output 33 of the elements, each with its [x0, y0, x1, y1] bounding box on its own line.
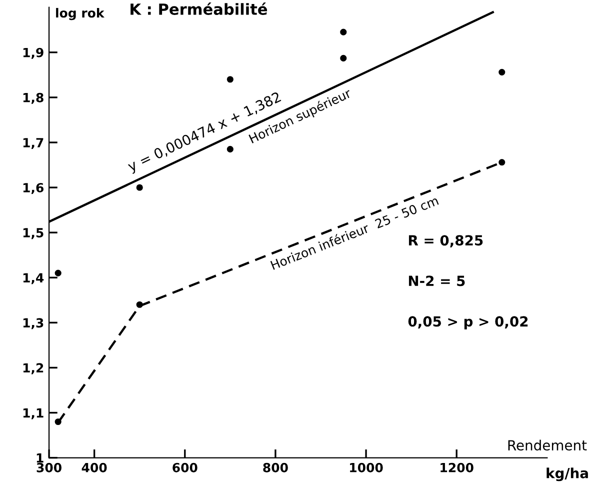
text: kg/ha	[546, 468, 588, 482]
point	[136, 301, 143, 308]
annotation: 0,05 > p > 0,02	[408, 316, 528, 330]
x-axis-title: Rendement	[508, 440, 587, 451]
y-tick-label: 1,9	[23, 48, 44, 59]
annotation: N-2 = 5	[408, 276, 465, 286]
y-tick-label: 1,1	[23, 408, 44, 420]
x-tick-label: 800	[263, 462, 288, 472]
point	[54, 418, 62, 426]
x-tick-label: 600	[172, 462, 198, 472]
x-tick-label: 1000	[350, 462, 383, 472]
point	[498, 68, 506, 76]
point	[226, 146, 234, 152]
point	[54, 270, 62, 276]
point	[340, 28, 347, 36]
y-axis-title: log rok	[56, 8, 104, 20]
annotation: R = 0,825	[408, 235, 483, 248]
point	[136, 184, 143, 191]
point	[498, 158, 506, 166]
y-tick-label: 1,8	[23, 92, 44, 104]
x-tick-label: 400	[82, 462, 107, 472]
x-tick-label: 300	[36, 462, 62, 472]
y-tick-label: 1,5	[23, 228, 44, 240]
y-tick-label: 1,6	[23, 182, 44, 194]
y-tick-label: 1,4	[23, 273, 44, 284]
y-tick-label: 1	[36, 453, 44, 463]
y-tick-label: 1,3	[23, 318, 44, 330]
point	[226, 76, 234, 83]
point	[340, 54, 347, 62]
x-tick-label: 1200	[440, 462, 474, 472]
chart-title: K : Perméabilité	[130, 2, 268, 15]
y-tick-label: 1,7	[23, 138, 44, 149]
y-tick-label: 1,2	[23, 363, 44, 374]
